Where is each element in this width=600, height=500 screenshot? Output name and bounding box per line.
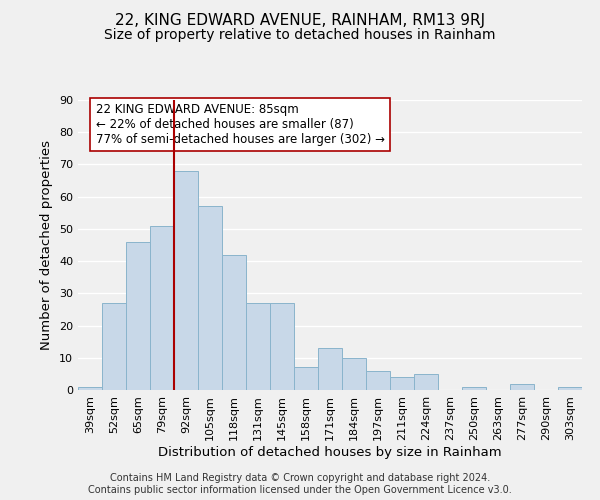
Bar (78, 387, 102, 390)
Bar (198, 206, 222, 390)
Bar (150, 226, 174, 390)
Bar (558, 387, 582, 390)
Text: Contains HM Land Registry data © Crown copyright and database right 2024.
Contai: Contains HM Land Registry data © Crown c… (88, 474, 512, 495)
Bar (102, 303, 126, 390)
Text: 22 KING EDWARD AVENUE: 85sqm
← 22% of detached houses are smaller (87)
77% of se: 22 KING EDWARD AVENUE: 85sqm ← 22% of de… (95, 103, 385, 146)
Bar (366, 370, 390, 390)
Bar (246, 303, 270, 390)
Bar (414, 374, 438, 390)
Text: 22, KING EDWARD AVENUE, RAINHAM, RM13 9RJ: 22, KING EDWARD AVENUE, RAINHAM, RM13 9R… (115, 12, 485, 28)
X-axis label: Distribution of detached houses by size in Rainham: Distribution of detached houses by size … (158, 446, 502, 458)
Bar (174, 171, 198, 390)
Text: Size of property relative to detached houses in Rainham: Size of property relative to detached ho… (104, 28, 496, 42)
Bar (126, 242, 150, 390)
Bar (462, 387, 486, 390)
Bar (318, 348, 342, 390)
Bar (390, 377, 414, 390)
Bar (294, 368, 318, 390)
Bar (222, 254, 246, 390)
Bar (270, 303, 294, 390)
Bar (510, 384, 534, 390)
Bar (342, 358, 366, 390)
Y-axis label: Number of detached properties: Number of detached properties (40, 140, 53, 350)
